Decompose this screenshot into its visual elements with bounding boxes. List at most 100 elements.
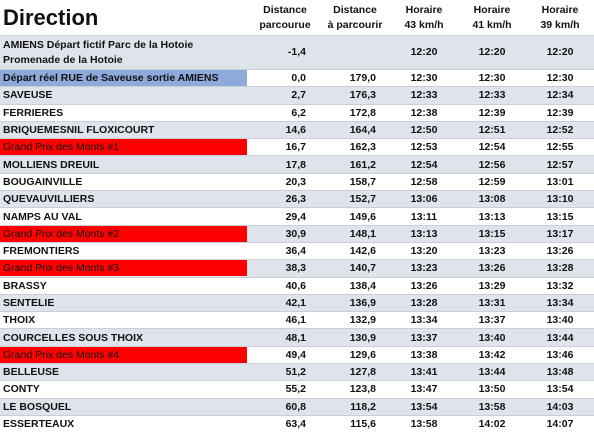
place-cell: COURCELLES SOUS THOIX (0, 328, 250, 347)
time: 12:33 (458, 86, 526, 105)
place-cell: BOUGAINVILLE (0, 173, 250, 192)
place-cell: LE BOSQUEL (0, 398, 250, 416)
time: 13:15 (526, 207, 594, 226)
place-cell: BRIQUEMESNIL FLOXICOURT (0, 121, 250, 140)
time: 13:37 (390, 328, 458, 347)
time: 13:28 (526, 259, 594, 278)
title: Direction (0, 0, 250, 36)
place-line: NAMPS AU VAL (3, 210, 82, 223)
time: 13:38 (390, 346, 458, 365)
row: Grand Prix des Monts #3 38,3 140,7 13:23 13:… (0, 259, 594, 278)
distance: 30,9 (250, 225, 320, 243)
time: 13:17 (526, 225, 594, 243)
column-header-line: Horaire (541, 3, 579, 16)
distance: 29,4 (250, 207, 320, 226)
row: BELLEUSE 51,2 127,8 13:41 13:44 13:48 (0, 363, 594, 382)
distance: 136,9 (320, 294, 390, 313)
time: 12:20 (526, 35, 594, 70)
place-line: FERRIERES (3, 106, 64, 119)
time: 13:37 (458, 311, 526, 330)
time: 13:23 (458, 242, 526, 261)
distance: 20,3 (250, 173, 320, 192)
row: Grand Prix des Monts #2 30,9 148,1 13:13 13:… (0, 225, 594, 243)
distance: 48,1 (250, 328, 320, 347)
column-header-line: Distance (333, 3, 377, 16)
distance: 115,6 (320, 415, 390, 432)
time: 12:59 (458, 173, 526, 192)
distance: 152,7 (320, 190, 390, 209)
place-cell: QUEVAUVILLIERS (0, 190, 250, 209)
row: Grand Prix des Monts #4 49,4 129,6 13:38 13:… (0, 346, 594, 365)
row: FREMONTIERS 36,4 142,6 13:20 13:23 13:26 (0, 242, 594, 261)
distance: 148,1 (320, 225, 390, 243)
place-line: FREMONTIERS (3, 245, 80, 258)
place-name: BELLEUSE (3, 364, 59, 380)
time: 13:10 (526, 190, 594, 209)
place-line: ESSERTEAUX (3, 418, 75, 431)
time: 12:38 (390, 104, 458, 122)
distance: 162,3 (320, 138, 390, 157)
place-line: BRASSY (3, 279, 47, 292)
place-name: THOIX (3, 312, 35, 328)
distance: 132,9 (320, 311, 390, 330)
distance: 138,4 (320, 277, 390, 295)
column-header-line: Horaire (473, 3, 511, 16)
time: 12:56 (458, 155, 526, 174)
time: 12:30 (458, 69, 526, 88)
place-name: SENTELIE (3, 295, 54, 311)
row: Grand Prix des Monts #1 16,7 162,3 12:53 12:… (0, 138, 594, 157)
time: 13:54 (390, 398, 458, 416)
distance: 55,2 (250, 380, 320, 399)
time: 12:52 (526, 121, 594, 140)
row: COURCELLES SOUS THOIX 48,1 130,9 13:37 13:40… (0, 328, 594, 347)
time: 12:51 (458, 121, 526, 140)
column-header: Distance à parcourir (320, 0, 390, 36)
distance: 158,7 (320, 173, 390, 192)
place-name: QUEVAUVILLIERS (3, 191, 94, 207)
place-cell: AMIENS Départ fictif Parc de la Hotoie Pr… (0, 35, 250, 70)
time: 13:26 (526, 242, 594, 261)
distance: 164,4 (320, 121, 390, 140)
row: THOIX 46,1 132,9 13:34 13:37 13:40 (0, 311, 594, 330)
row: QUEVAUVILLIERS 26,3 152,7 13:06 13:08 13:10 (0, 190, 594, 209)
row: LE BOSQUEL 60,8 118,2 13:54 13:58 14:03 (0, 398, 594, 416)
place-cell: Départ réel RUE de Saveuse sortie AMIENS (0, 69, 250, 88)
place-cell: Grand Prix des Monts #1 (0, 138, 250, 157)
place-cell: SAVEUSE (0, 86, 250, 105)
place-name: AMIENS Départ fictif Parc de la Hotoie Pr… (3, 38, 193, 68)
distance: 42,1 (250, 294, 320, 313)
time: 13:28 (390, 294, 458, 313)
distance: 172,8 (320, 104, 390, 122)
time: 13:15 (458, 225, 526, 243)
time: 13:29 (458, 277, 526, 295)
distance (320, 35, 390, 70)
row: NAMPS AU VAL 29,4 149,6 13:11 13:13 13:15 (0, 207, 594, 226)
row: SAVEUSE 2,7 176,3 12:33 12:33 12:34 (0, 86, 594, 105)
distance: 142,6 (320, 242, 390, 261)
place-line: SAVEUSE (3, 89, 53, 102)
place-name: Grand Prix des Monts #3 (0, 260, 247, 277)
distance: 51,2 (250, 363, 320, 382)
place-name: Grand Prix des Monts #2 (0, 225, 247, 242)
distance: 63,4 (250, 415, 320, 432)
place-line: Grand Prix des Monts #3 (3, 262, 120, 275)
place-line: Grand Prix des Monts #1 (3, 141, 120, 154)
distance: 16,7 (250, 138, 320, 157)
time: 13:26 (390, 277, 458, 295)
time: 12:39 (458, 104, 526, 122)
distance: 14,6 (250, 121, 320, 140)
time: 13:58 (390, 415, 458, 432)
time: 14:07 (526, 415, 594, 432)
time: 13:50 (458, 380, 526, 399)
place-line: QUEVAUVILLIERS (3, 193, 95, 206)
time: 13:41 (390, 363, 458, 382)
time: 13:34 (390, 311, 458, 330)
column-header-line: parcourue (259, 18, 311, 31)
distance: 40,6 (250, 277, 320, 295)
place-name: MOLLIENS DREUIL (3, 157, 99, 173)
distance: 6,2 (250, 104, 320, 122)
column-header: Horaire 39 km/h (526, 0, 594, 36)
row: FERRIERES 6,2 172,8 12:38 12:39 12:39 (0, 104, 594, 122)
row: AMIENS Départ fictif Parc de la Hotoie Pr… (0, 35, 594, 70)
